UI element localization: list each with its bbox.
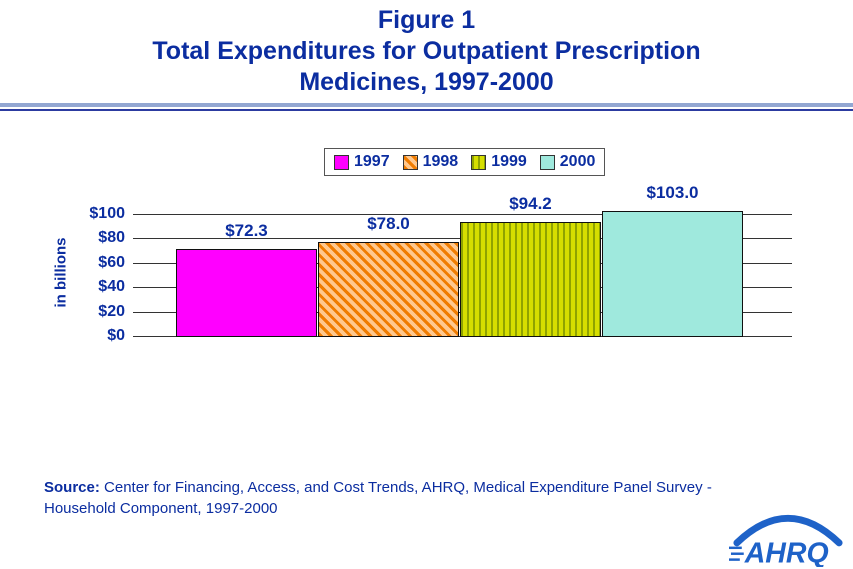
ahrq-logo: AHRQ (729, 514, 843, 567)
y-tick-label: $80 (98, 229, 125, 247)
legend: 1997 1998 1999 2000 (324, 148, 606, 176)
legend-item-1997: 1997 (334, 153, 390, 171)
chart-title-line1: Figure 1 (377, 6, 476, 34)
source-text-line2: Household Component, 1997-2000 (44, 500, 278, 517)
legend-label-1997: 1997 (354, 153, 390, 170)
y-tick-label: $0 (107, 327, 125, 344)
logo-text: AHRQ (744, 538, 829, 567)
y-tick-label: $100 (89, 205, 125, 222)
legend-swatch-1997 (334, 154, 349, 170)
source-note: Source: Center for Financing, Access, an… (44, 477, 712, 519)
legend-swatch-2000 (539, 154, 555, 170)
plot-area: $72.3 $78.0 $94.2 $103.0 (133, 183, 792, 337)
y-axis-ticks: $0 $20 $40 $60 $80 $100 (53, 205, 125, 344)
title-divider-thick (0, 103, 853, 107)
legend-swatch-1999 (471, 154, 487, 170)
legend-swatch-1998 (402, 154, 418, 170)
bar-1999 (460, 222, 601, 337)
source-label: Source: (44, 479, 100, 496)
bar-value-label-2000: $103.0 (646, 183, 699, 203)
legend-item-1999: 1999 (471, 153, 527, 171)
chart-title-line3: Medicines, 1997-2000 (299, 68, 554, 96)
chart-title: Figure 1 Total Expenditures for Outpatie… (0, 5, 853, 98)
legend-label-2000: 2000 (559, 153, 596, 170)
bar-2000 (602, 211, 743, 337)
y-tick-label: $40 (98, 278, 125, 296)
chart-title-line2: Total Expenditures for Outpatient Prescr… (152, 37, 701, 65)
title-divider-thin (0, 109, 853, 111)
bar-value-label-1997: $72.3 (225, 220, 268, 240)
legend-label-1998: 1998 (422, 153, 459, 170)
logo-arc-icon (733, 514, 843, 547)
bar-value-label-1998: $78.0 (367, 213, 410, 233)
legend-label-1999: 1999 (491, 153, 527, 170)
y-tick-label: $60 (98, 253, 125, 271)
source-text-line1: Center for Financing, Access, and Cost T… (99, 479, 712, 496)
bar-1998 (318, 241, 459, 337)
logo-streaks-icon (729, 546, 744, 561)
bar-value-label-1999: $94.2 (509, 194, 552, 214)
bar-1997 (176, 248, 317, 337)
y-tick-label: $20 (98, 302, 125, 320)
legend-item-1998: 1998 (402, 153, 459, 171)
gridline (133, 214, 792, 215)
legend-item-2000: 2000 (539, 153, 596, 171)
